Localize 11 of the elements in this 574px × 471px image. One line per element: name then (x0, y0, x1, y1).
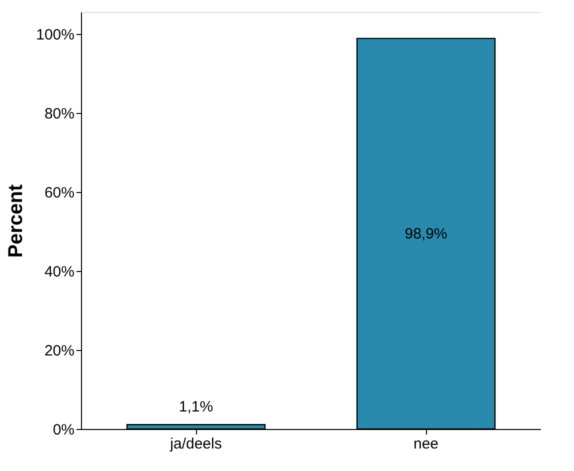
y-tick-label: 20% (44, 342, 74, 360)
x-tick-label: ja/deels (169, 436, 222, 452)
y-tick-label: 60% (44, 184, 74, 202)
y-axis-title: Percent (5, 184, 28, 258)
y-tick-label: 40% (44, 264, 74, 281)
y-tick-label: 100% (36, 26, 74, 44)
data-label: 1,1% (178, 398, 214, 416)
x-tick-label: nee (413, 436, 439, 452)
y-tick-label: 80% (44, 106, 74, 123)
data-label: 98,9% (404, 226, 448, 243)
y-tick-label: 0% (52, 422, 74, 438)
